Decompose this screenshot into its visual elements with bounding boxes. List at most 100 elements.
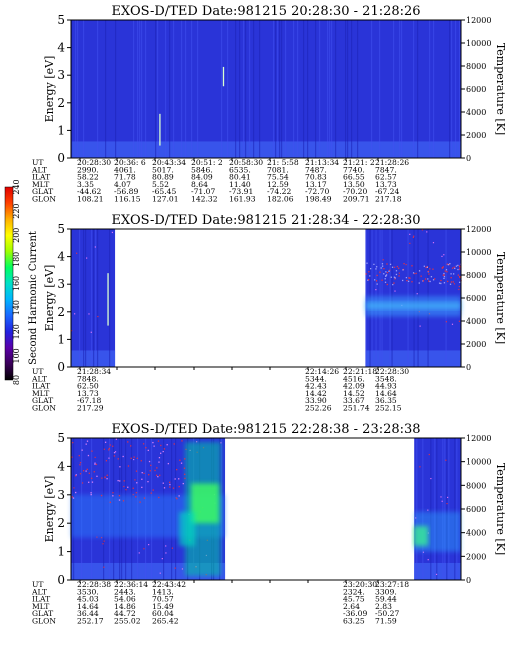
orbit-row-value: -67.18 [77, 396, 101, 405]
orbit-row-label: GLON [32, 617, 56, 626]
orbit-row-value: 142.32 [191, 195, 218, 204]
orbit-row-value: 116.15 [114, 195, 141, 204]
orbit-row-value: 3530. [77, 587, 99, 596]
orbit-row-label: GLAT [32, 187, 53, 196]
orbit-row-value: 4061. [114, 165, 136, 174]
orbit-row-value: 5.52 [152, 180, 169, 189]
orbit-row-label: ALT [31, 374, 47, 383]
y-tick-label: 5 [57, 431, 65, 445]
orbit-row-value: 5846. [191, 165, 213, 174]
orbit-row-value: 80.89 [152, 173, 174, 182]
y-axis-label: Energy [eV] [43, 56, 56, 123]
orbit-row-value: -74.22 [267, 187, 291, 196]
orbit-row-value: 15.49 [152, 602, 174, 611]
y2-tick-label: 4000 [466, 108, 486, 117]
y-axis-label: Energy [eV] [43, 265, 56, 332]
y-tick-label: 0 [57, 573, 65, 587]
orbit-row-label: UT [32, 367, 43, 376]
orbit-row-value: 42.43 [305, 382, 327, 391]
orbit-row-value: 20:58:30 [229, 158, 263, 167]
y2-tick-label: 0 [466, 576, 471, 585]
orbit-row-label: UT [32, 580, 43, 589]
y2-tick-label: 6000 [466, 85, 486, 94]
y-tick-label: 2 [57, 96, 65, 110]
y-tick-label: 1 [57, 123, 65, 137]
orbit-row-value: 75.54 [267, 173, 289, 182]
y2-tick-label: 2000 [466, 340, 486, 349]
orbit-row-value: 21:13:34 [305, 158, 339, 167]
orbit-row-value: 58.22 [77, 173, 99, 182]
orbit-row-value: 217.18 [375, 195, 402, 204]
orbit-row-value: 13.73 [375, 180, 397, 189]
y2-tick-label: 2000 [466, 552, 486, 561]
orbit-row-value: 2324. [343, 587, 365, 596]
colorbar-tick-label: 120 [12, 324, 21, 339]
colorbar-tick-label: 140 [12, 300, 21, 315]
y-tick-label: 1 [57, 545, 65, 559]
panel-title: EXOS-D/TED Date:981215 21:28:34 - 22:28:… [111, 213, 420, 228]
orbit-row-value: 54.06 [114, 595, 136, 604]
y2-tick-label: 8000 [466, 271, 486, 280]
y2-tick-label: 6000 [466, 294, 486, 303]
y2-tick-label: 10000 [466, 39, 491, 48]
orbit-row-value: 71.59 [375, 617, 397, 626]
panel-title: EXOS-D/TED Date:981215 20:28:30 - 21:28:… [111, 4, 420, 19]
y2-tick-label: 0 [466, 363, 471, 372]
orbit-row-value: 14.42 [305, 389, 327, 398]
orbit-row-value: 45.75 [343, 595, 365, 604]
orbit-row-value: 12.59 [267, 180, 289, 189]
panel-title: EXOS-D/TED Date:981215 22:28:38 - 23:28:… [111, 422, 420, 437]
orbit-row-value: 80.41 [229, 173, 251, 182]
y-axis-label: Energy [eV] [43, 476, 56, 543]
orbit-row-value: 20:36: 6 [114, 158, 146, 167]
orbit-row-label: GLAT [32, 609, 53, 618]
spectrogram-segment [71, 20, 461, 158]
orbit-row-value: 13.73 [77, 389, 99, 398]
orbit-row-value: 13.50 [343, 180, 365, 189]
y-tick-label: 4 [57, 250, 65, 264]
orbit-row-label: ILAT [32, 173, 50, 182]
y2-tick-label: 8000 [466, 481, 486, 490]
y-tick-label: 5 [57, 13, 65, 27]
orbit-row-value: 44.72 [114, 609, 136, 618]
y2-tick-label: 12000 [466, 16, 491, 25]
orbit-row-value: -71.07 [191, 187, 215, 196]
orbit-row-value: -70.20 [343, 187, 367, 196]
colorbar-tick-label: 80 [12, 375, 21, 385]
y2-tick-label: 10000 [466, 458, 491, 467]
orbit-row-value: 71.78 [114, 173, 136, 182]
orbit-row-value: 161.93 [229, 195, 256, 204]
orbit-row-value: 59.44 [375, 595, 397, 604]
orbit-row-value: 7848. [77, 374, 99, 383]
orbit-row-value: 63.25 [343, 617, 365, 626]
orbit-row-value: 66.55 [343, 173, 365, 182]
y-tick-label: 0 [57, 360, 65, 374]
y-tick-label: 3 [57, 488, 65, 502]
orbit-row-value: 11.40 [229, 180, 251, 189]
orbit-row-value: 182.06 [267, 195, 294, 204]
orbit-row-label: GLON [32, 195, 56, 204]
y2-tick-label: 2000 [466, 131, 486, 140]
orbit-row-value: 21:28:34 [77, 367, 111, 376]
y2-axis-label: Temperature [K] [494, 463, 505, 555]
orbit-row-value: -73.91 [229, 187, 253, 196]
orbit-row-value: -65.45 [152, 187, 176, 196]
orbit-row-value: 44.93 [375, 382, 397, 391]
orbit-row-label: GLAT [32, 396, 53, 405]
spectrogram-segment [414, 438, 462, 580]
y-tick-label: 2 [57, 305, 65, 319]
orbit-row-value: 7081. [267, 165, 289, 174]
orbit-row-value: 127.01 [152, 195, 179, 204]
orbit-row-value: 22:28:38 [77, 580, 111, 589]
orbit-row-value: 265.42 [152, 617, 179, 626]
orbit-row-value: 7487. [305, 165, 327, 174]
orbit-row-value: 5344. [305, 374, 327, 383]
orbit-row-value: 21:21: 2 [343, 158, 375, 167]
y2-tick-label: 12000 [466, 225, 491, 234]
orbit-row-value: -67.24 [375, 187, 399, 196]
orbit-row-label: MLT [32, 389, 49, 398]
y-tick-label: 2 [57, 516, 65, 530]
orbit-row-value: 8.64 [191, 180, 208, 189]
orbit-row-label: ILAT [32, 595, 50, 604]
orbit-row-value: 21:28:26 [375, 158, 409, 167]
